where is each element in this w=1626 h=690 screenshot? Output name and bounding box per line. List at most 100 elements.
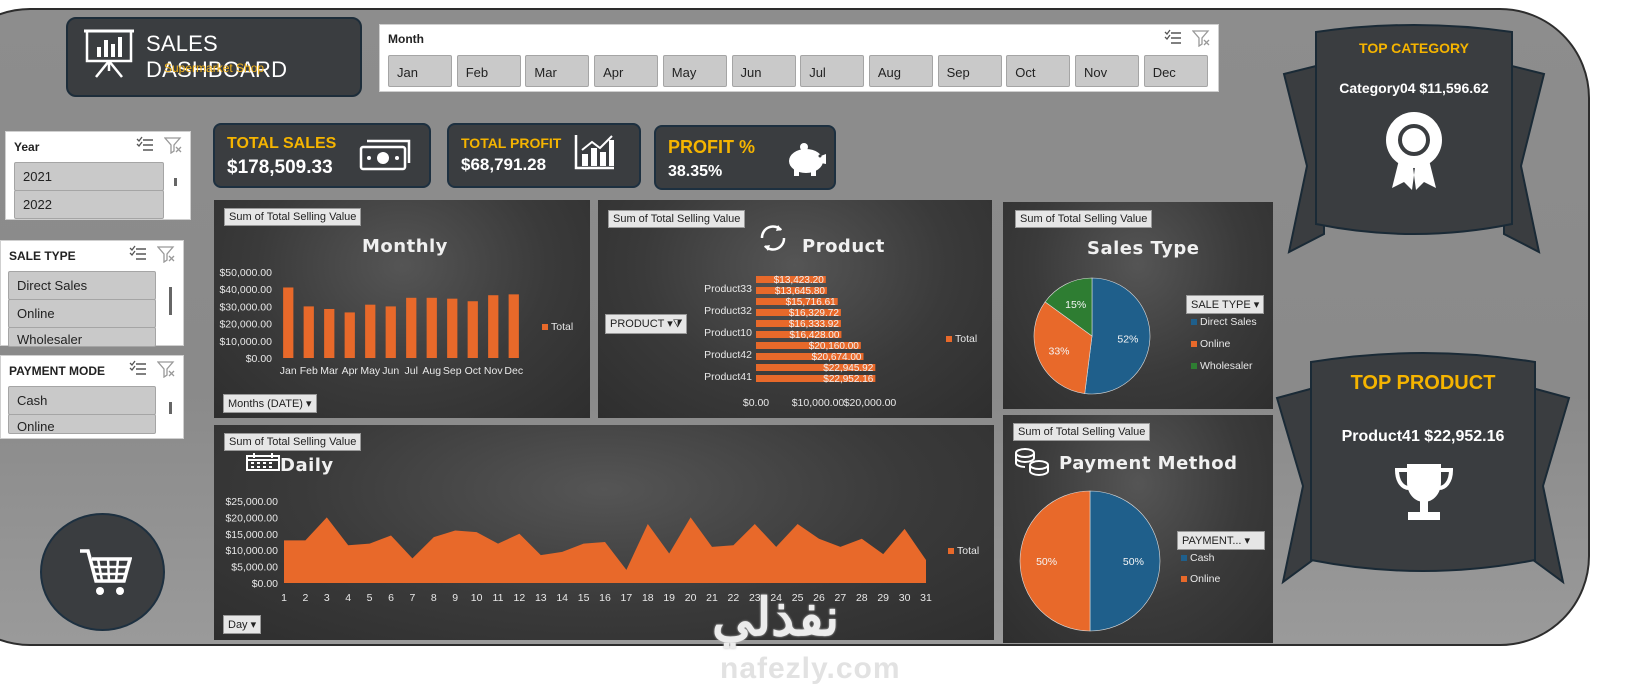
month-item-feb[interactable]: Feb <box>456 55 521 87</box>
x-tick-label: Sep <box>443 365 462 377</box>
field-button[interactable]: Sum of Total Selling Value <box>224 433 362 451</box>
month-slicer-title: Month <box>388 32 424 46</box>
y-tick-label: $5,000.00 <box>231 562 278 574</box>
x-tick-label: Feb <box>300 365 318 377</box>
daily-area-chart: $25,000.00 $20,000.00 $15,000.00 $10,000.00… <box>225 496 932 604</box>
x-tick-label: 30 <box>899 592 911 604</box>
scrollbar[interactable] <box>169 287 172 315</box>
bar <box>365 304 376 358</box>
year-slicer-title: Year <box>14 140 40 154</box>
clear-filter-icon[interactable] <box>156 245 175 268</box>
x-tick-label: 15 <box>578 592 590 604</box>
top-product-label: TOP PRODUCT <box>1350 372 1496 394</box>
bar <box>756 331 842 338</box>
payment-filter[interactable]: PAYMENT... ▾ <box>1177 531 1265 550</box>
bar-label: $20,674.00 <box>811 352 861 363</box>
x-tick-label: Jan <box>280 365 297 377</box>
sale-type-item-wholesaler[interactable]: Wholesaler <box>8 327 156 347</box>
x-tick-label: 4 <box>345 592 351 604</box>
month-item-mar[interactable]: Mar <box>525 55 590 87</box>
field-button[interactable]: Sum of Total Selling Value <box>608 210 746 228</box>
bar <box>756 309 841 316</box>
cart-circle <box>40 513 165 631</box>
clear-filter-icon[interactable] <box>156 360 175 383</box>
bar-label: $13,423.20 <box>774 275 824 286</box>
year-slicer: Year 2021 2022 <box>5 131 191 220</box>
x-tick-label: 10 <box>471 592 483 604</box>
field-button[interactable]: Sum of Total Selling Value <box>1013 423 1151 441</box>
presentation-board-icon <box>84 27 134 84</box>
shopping-cart-icon <box>78 545 133 606</box>
sale-type-item-direct-sales[interactable]: Direct Sales <box>8 271 156 300</box>
kpi-total-profit: TOTAL PROFIT $68,791.28 <box>447 123 641 188</box>
clear-filter-icon[interactable] <box>1191 29 1210 52</box>
x-tick-label: Oct <box>465 365 481 377</box>
chart-title: Monthly <box>362 236 448 257</box>
day-filter[interactable]: Day ▾ <box>223 615 262 634</box>
y-tick-label: Product10 <box>704 327 752 339</box>
month-item-jan[interactable]: Jan <box>388 55 452 87</box>
x-tick-label: Mar <box>320 365 339 377</box>
sale-type-filter[interactable]: SALE TYPE ▾ <box>1186 295 1264 314</box>
multi-select-icon[interactable] <box>1164 29 1182 52</box>
month-item-sep[interactable]: Sep <box>937 55 1002 87</box>
multi-select-icon[interactable] <box>129 360 147 383</box>
watermark-arabic: نفذلي <box>712 589 840 647</box>
bar <box>756 287 827 294</box>
product-filter[interactable]: PRODUCT ▾⧩ <box>605 314 687 334</box>
x-tick-label: 5 <box>367 592 373 604</box>
top-category-label: TOP CATEGORY <box>1359 40 1469 56</box>
payment-item-cash[interactable]: Cash <box>8 386 156 415</box>
month-item-jun[interactable]: Jun <box>731 55 796 87</box>
x-tick-label: $0.00 <box>743 397 769 409</box>
area-series <box>284 517 926 583</box>
x-tick-label: 6 <box>388 592 394 604</box>
month-item-nov[interactable]: Nov <box>1075 55 1139 87</box>
month-item-dec[interactable]: Dec <box>1143 55 1208 87</box>
field-button[interactable]: Sum of Total Selling Value <box>224 208 362 226</box>
y-tick-label: Product33 <box>704 283 752 295</box>
bar <box>467 301 478 358</box>
bar <box>756 320 841 327</box>
y-tick-label: $50,000.00 <box>219 267 272 279</box>
clear-filter-icon[interactable] <box>163 136 182 159</box>
pie-value-label: 33% <box>1048 345 1069 357</box>
multi-select-icon[interactable] <box>136 136 154 159</box>
multi-select-icon[interactable] <box>129 245 147 268</box>
month-item-may[interactable]: May <box>662 55 727 87</box>
dashboard-subtitle: Supermarket Shop <box>164 61 265 75</box>
bar <box>447 298 458 358</box>
y-tick-label: Product41 <box>704 371 752 383</box>
monthly-chart-panel: Sum of Total Selling Value Monthly $50,0… <box>214 200 590 418</box>
payment-item-online[interactable]: Online <box>8 414 156 434</box>
sale-type-item-online[interactable]: Online <box>8 299 156 328</box>
month-item-apr[interactable]: Apr <box>594 55 659 87</box>
bar <box>324 308 335 358</box>
scrollbar[interactable] <box>174 178 177 186</box>
y-tick-label: $20,000.00 <box>219 319 272 331</box>
month-item-jul[interactable]: Jul <box>800 55 865 87</box>
bar <box>508 294 519 358</box>
bar <box>283 287 294 358</box>
x-tick-label: 28 <box>856 592 868 604</box>
bar <box>756 364 876 371</box>
scrollbar[interactable] <box>169 402 172 414</box>
field-button[interactable]: Sum of Total Selling Value <box>1015 210 1153 228</box>
trophy-icon <box>1393 460 1455 529</box>
month-item-aug[interactable]: Aug <box>868 55 933 87</box>
bar-label: $22,945.92 <box>823 363 873 374</box>
monthly-bar-chart: $50,000.00 $40,000.00 $30,000.00 $20,000.00… <box>219 267 523 377</box>
y-tick-label: $10,000.00 <box>225 545 278 557</box>
bar-label: $22,952.16 <box>823 374 873 385</box>
month-item-oct[interactable]: Oct <box>1006 55 1071 87</box>
x-tick-label: Nov <box>484 365 503 377</box>
x-tick-label: Apr <box>342 365 359 377</box>
kpi-value: 38.35% <box>668 163 723 180</box>
months-date-filter[interactable]: Months (DATE) ▾ <box>223 394 317 413</box>
year-item-2021[interactable]: 2021 <box>14 162 164 191</box>
top-category-badge: TOP CATEGORY Category04 $11,596.62 <box>1282 22 1546 262</box>
piggy-bank-icon <box>784 139 832 184</box>
pie-slice <box>1084 277 1151 395</box>
x-tick-label: Jul <box>405 365 418 377</box>
year-item-2022[interactable]: 2022 <box>14 190 164 219</box>
